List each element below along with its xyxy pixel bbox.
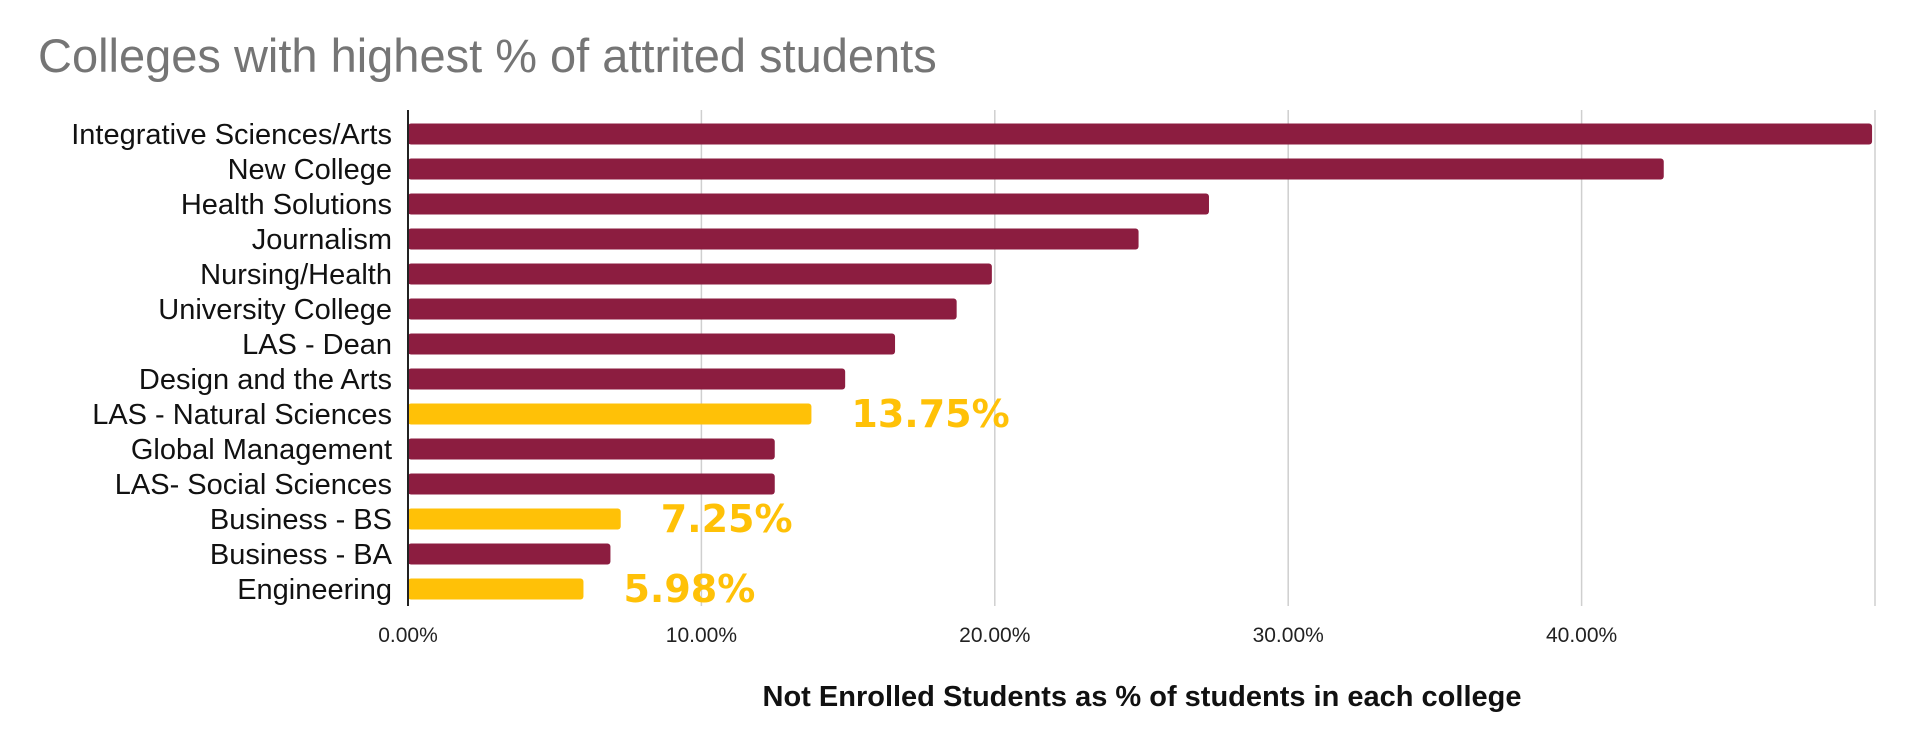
x-tick-label-20: 20.00% (959, 624, 1030, 647)
data-label-engineering: 5.98% (623, 567, 755, 611)
x-tick-label-10: 10.00% (666, 624, 737, 647)
category-label-new-college: New College (228, 154, 392, 186)
category-label-health-solutions: Health Solutions (181, 189, 392, 221)
gridlines (700, 110, 1876, 606)
category-label-global-management: Global Management (131, 434, 392, 466)
bar-las-dean (408, 333, 896, 355)
bars (408, 123, 1873, 600)
bar-integrative-sciences-arts (408, 123, 1873, 145)
bar-health-solutions (408, 193, 1209, 215)
x-tick-label-40: 40.00% (1546, 624, 1617, 647)
bar-university-college (408, 298, 957, 320)
bar-design-and-the-arts (408, 368, 846, 390)
x-tick-label-30: 30.00% (1253, 624, 1324, 647)
category-label-journalism: Journalism (252, 224, 392, 256)
bar-new-college (408, 158, 1664, 180)
category-label-nursing-health: Nursing/Health (200, 259, 392, 291)
bar-business-bs (408, 508, 621, 530)
x-tick-labels: 0.00% 10.00% 20.00% 30.00% 40.00% (378, 624, 1617, 647)
bar-journalism (408, 228, 1139, 250)
category-label-design-and-the-arts: Design and the Arts (139, 364, 392, 396)
category-label-university-college: University College (158, 294, 392, 326)
category-label-business-ba: Business - BA (210, 539, 393, 571)
category-label-business-bs: Business - BS (210, 504, 392, 536)
category-label-las-dean: LAS - Dean (242, 329, 392, 361)
category-label-engineering: Engineering (237, 574, 392, 606)
bar-business-ba (408, 543, 611, 565)
bar-las-natural-sciences (408, 403, 812, 425)
bar-las-social-sciences (408, 473, 775, 495)
bar-nursing-health (408, 263, 992, 285)
bar-global-management (408, 438, 775, 460)
data-labels: 13.75% 7.25% 5.98% (623, 392, 1009, 611)
category-label-las-natural-sciences: LAS - Natural Sciences (92, 399, 392, 431)
data-label-business-bs: 7.25% (661, 497, 793, 541)
chart-title: Colleges with highest % of attrited stud… (38, 29, 937, 82)
category-label-las-social-sciences: LAS- Social Sciences (115, 469, 392, 501)
bar-engineering (408, 578, 584, 600)
data-label-las-natural-sciences: 13.75% (851, 392, 1009, 436)
category-label-integrative-sciences-arts: Integrative Sciences/Arts (71, 119, 392, 151)
x-tick-label-0: 0.00% (378, 624, 438, 647)
x-axis-title: Not Enrolled Students as % of students i… (763, 681, 1522, 713)
